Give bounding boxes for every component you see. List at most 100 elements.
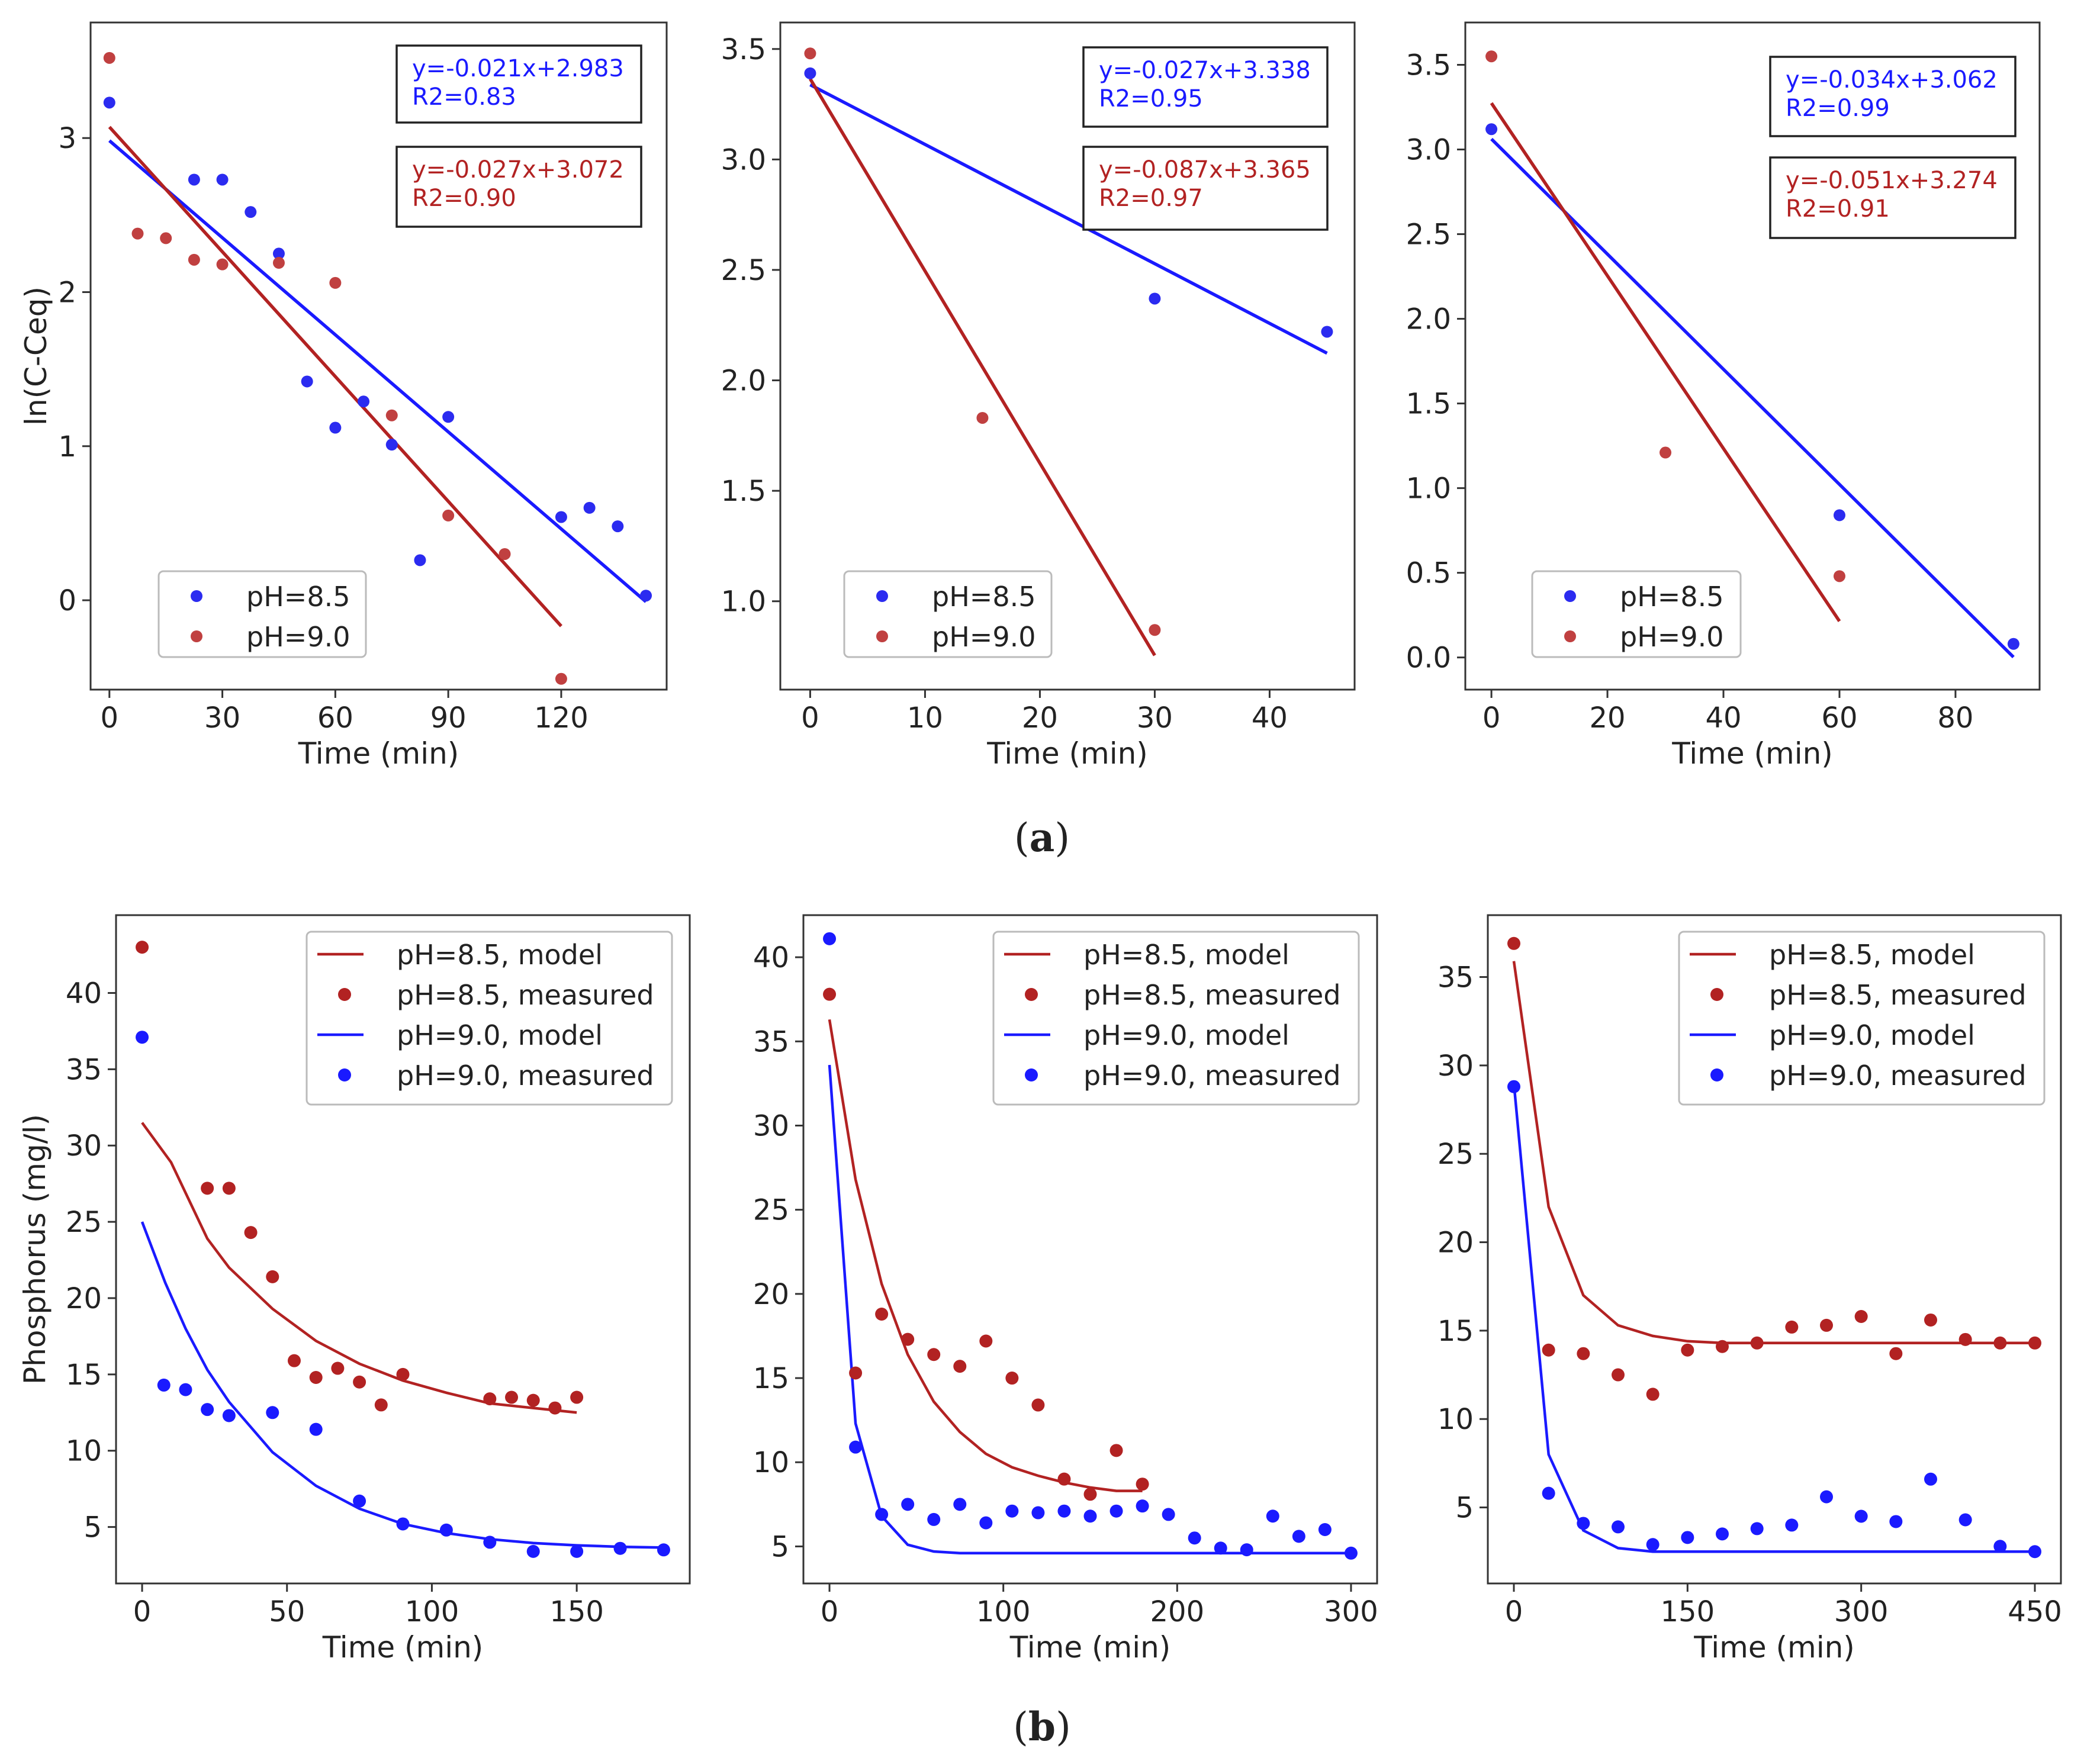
equation-text: y=-0.027x+3.338 [1099,57,1311,84]
legend-label: pH=9.0 [246,621,350,653]
model-line-ph85 [828,1019,1143,1492]
x-tick-label: 30 [1137,701,1173,735]
data-point [1785,1518,1799,1532]
data-point [1958,1332,1972,1346]
plot-frame [1464,21,2041,691]
data-point [1507,1080,1520,1093]
data-point [1681,1531,1694,1544]
y-tick-label: 30 [1437,1050,1474,1083]
y-tick-label: 3.0 [721,143,766,176]
data-point [396,1367,410,1381]
legend-marker [876,590,888,602]
y-tick-label: 5 [1455,1492,1474,1525]
data-point [1993,1336,2007,1350]
data-point [1083,1509,1097,1523]
legend-frame [992,931,1360,1106]
legend-label: pH=8.5 [932,581,1036,613]
data-point [309,1422,323,1436]
data-point [1292,1530,1305,1543]
x-tick-label: 0 [1505,1595,1523,1628]
panel-label-a: (a) [1014,815,1070,861]
legend-label: pH=9.0 [1620,621,1724,653]
y-tick-label: 1.5 [1406,388,1451,421]
data-point [157,1378,171,1392]
x-tick-label: 40 [1705,701,1741,735]
x-tick-label: 450 [2008,1595,2062,1628]
data-point [222,1182,236,1195]
legend-label: pH=8.5, model [1083,939,1289,971]
x-tick-label: 60 [317,701,353,735]
data-point [1240,1543,1253,1557]
legend: pH=8.5 pH=9.0 [1531,570,1742,658]
data-point [385,409,398,421]
data-point [927,1348,941,1361]
data-point [953,1498,967,1511]
y-tick-label: 2 [58,276,76,309]
data-point [1149,292,1161,305]
data-point [1646,1538,1660,1551]
data-point [1031,1398,1045,1412]
legend-label: pH=8.5, model [1769,939,1975,971]
legend-frame [843,570,1053,658]
legend-label: pH=8.5, measured [1769,979,2027,1011]
data-point [555,672,567,685]
data-point [331,1361,345,1375]
r2-text: R2=0.83 [412,83,516,111]
data-point [1109,1444,1123,1457]
data-point [1820,1490,1833,1504]
data-point [804,67,816,79]
chart-a2: 0 10 20 30 40 1.0 1.5 2.0 2.5 3.0 3.5 Time (min) y=-… [721,21,1356,771]
data-point [1005,1372,1019,1385]
x-tick-label: 10 [907,701,943,735]
data-point [613,1541,627,1555]
data-point [901,1332,915,1346]
data-point [1318,1522,1332,1536]
data-point [1993,1540,2007,1553]
plot-frame [115,914,691,1585]
y-tick-label: 40 [66,977,102,1010]
chart-a3: 0 20 40 60 80 0.0 0.5 1.0 1.5 2.0 2.5 3.0 3.5 Time (m… [1406,21,2041,771]
data-point [1136,1477,1149,1491]
data-point [1162,1508,1175,1521]
data-point [823,987,837,1001]
data-point [1542,1343,1555,1357]
legend-marker [876,630,888,642]
plot-frame [1487,914,2062,1585]
equation-text: y=-0.034x+3.062 [1786,66,1998,94]
y-axis-label: Phosphorus (mg/l) [18,1114,52,1385]
data-point [2007,638,2019,650]
x-tick-label: 0 [821,1595,839,1628]
data-point [266,1270,279,1283]
data-point [442,411,455,423]
y-tick-label: 0.5 [1406,557,1451,590]
data-point [2028,1336,2041,1350]
data-point [875,1508,889,1521]
data-point [1889,1515,1903,1528]
y-tick-label: 0.0 [1406,642,1451,675]
y-tick-label: 30 [753,1109,789,1142]
data-point [570,1544,584,1558]
y-tick-label: 3.5 [721,33,766,66]
data-point [1833,509,1845,522]
data-point [353,1494,366,1508]
data-point [1716,1340,1729,1353]
equation-text: y=-0.021x+2.983 [412,55,624,82]
data-point [1057,1472,1071,1486]
legend-label: pH=8.5 [1620,581,1724,613]
data-point [244,1226,258,1240]
data-point [374,1398,388,1412]
legend-label: pH=9.0, model [1083,1019,1289,1051]
legend-frame [157,570,367,658]
data-point [1820,1318,1833,1332]
legend-frame [1678,931,2046,1106]
y-tick-label: 15 [66,1359,102,1392]
fit-line-ph85 [108,139,647,603]
equation-text: y=-0.051x+3.274 [1786,167,1998,194]
chart-b1: 0 50 100 150 5 10 15 20 25 30 35 40 Time (min) Phosph… [18,914,691,1665]
data-point [1149,624,1161,636]
data-point [396,1517,410,1531]
legend-point-marker [338,1068,351,1081]
legend: pH=8.5 pH=9.0 [157,570,367,658]
